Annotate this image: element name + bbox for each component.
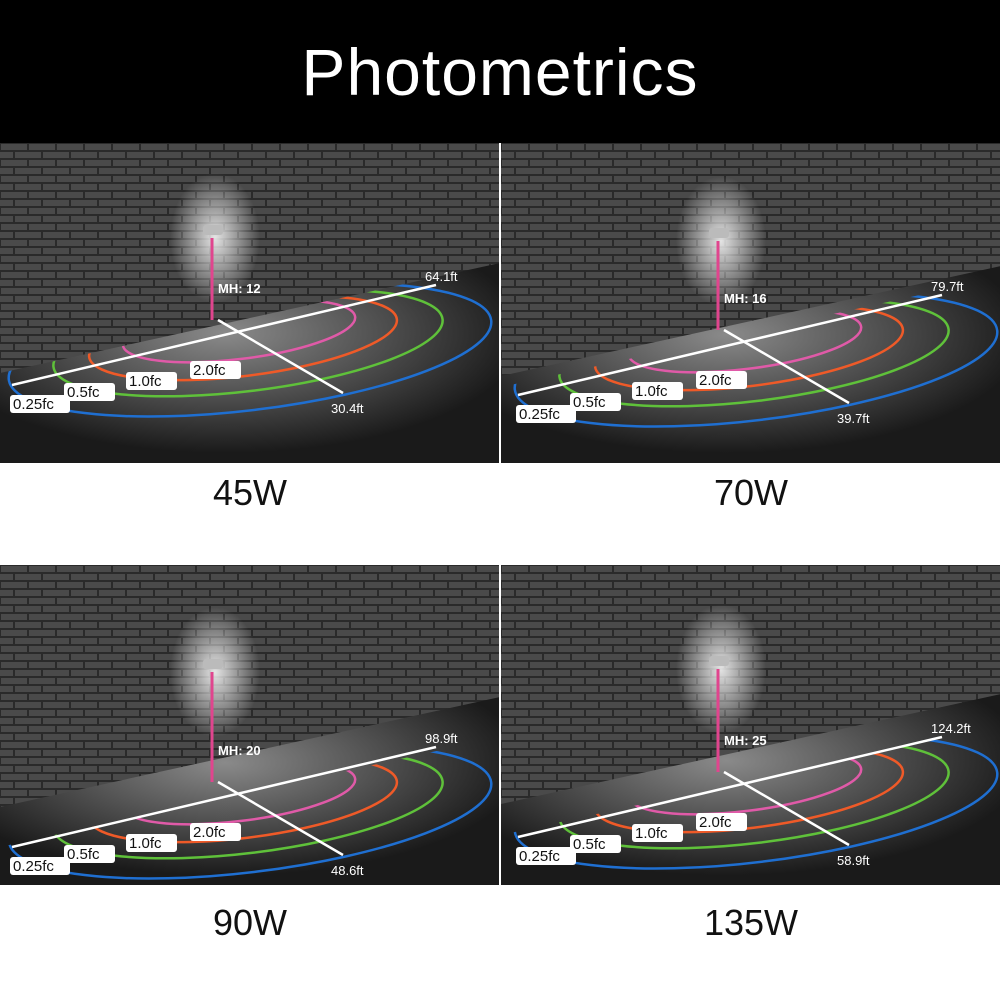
mounting-height-label: MH: 20	[218, 743, 261, 758]
contour-label: 0.5fc	[67, 384, 100, 401]
contour-label: 2.0fc	[193, 824, 226, 841]
width-arrow	[217, 780, 344, 857]
contour-label-box	[190, 361, 241, 379]
mounting-height-label: MH: 16	[724, 291, 767, 306]
contour-label-box	[696, 371, 747, 389]
contour-label: 1.0fc	[129, 835, 162, 852]
wattage-label: 45W	[212, 472, 288, 513]
length-label: 64.1ft	[425, 269, 458, 284]
mounting-height-label: MH: 12	[218, 281, 261, 296]
contour-label-box	[190, 823, 241, 841]
contour-label-box	[64, 845, 115, 863]
photometric-panel-135w: MH: 25 124.2ft 58.9ft 0.25fc 0.5fc 1.0fc 2.0fc	[501, 565, 1000, 885]
header-banner: Photometrics	[0, 0, 1000, 143]
length-arrow	[517, 735, 943, 839]
length-arrow	[11, 745, 437, 849]
light-glow	[170, 607, 260, 737]
contour-label-box	[632, 382, 683, 400]
contour-label: 2.0fc	[699, 372, 732, 389]
wattage-label: 90W	[212, 902, 288, 943]
photometric-panel-90w: MH: 20 98.9ft 48.6ft 0.25fc 0.5fc 1.0fc 2.0fc	[0, 565, 500, 885]
light-glow	[676, 176, 766, 306]
contour-label-box	[570, 393, 621, 411]
light-glow	[170, 173, 260, 303]
contour-label: 0.5fc	[573, 394, 606, 411]
wall-pack-fixture-icon	[203, 225, 223, 235]
floor	[501, 266, 1000, 463]
length-label: 124.2ft	[931, 721, 971, 736]
contour-label: 0.5fc	[573, 836, 606, 853]
wattage-label: 135W	[703, 902, 799, 943]
mounting-height-label: MH: 25	[724, 733, 767, 748]
contour-label: 0.5fc	[67, 846, 100, 863]
contour-label: 0.25fc	[519, 406, 560, 423]
panel-divider	[499, 565, 501, 887]
width-arrow	[217, 318, 344, 395]
light-glow	[676, 604, 766, 734]
photometric-panel-70w: MH: 16 79.7ft 39.7ft 0.25fc 0.5fc 1.0fc 2.0fc	[501, 143, 1000, 463]
width-arrow	[723, 328, 850, 405]
panel-divider	[499, 143, 501, 463]
contour-label-box	[696, 813, 747, 831]
width-label: 48.6ft	[331, 863, 364, 878]
page-title: Photometrics	[301, 34, 699, 109]
contour-label: 0.25fc	[519, 848, 560, 865]
contour-label: 1.0fc	[129, 373, 162, 390]
contour-label: 0.25fc	[13, 858, 54, 875]
floor	[501, 694, 1000, 885]
contour-label-box	[516, 847, 576, 865]
photometric-panel-45w: MH: 12 64.1ft 30.4ft 0.25fc 0.5fc 1.0fc 2.0fc	[0, 143, 500, 463]
contour-label-box	[126, 372, 177, 390]
length-arrow	[517, 293, 943, 397]
contour-label-box	[632, 824, 683, 842]
contour-label: 2.0fc	[193, 362, 226, 379]
length-arrow	[11, 283, 437, 387]
contour-label-box	[570, 835, 621, 853]
contour-label-box	[10, 857, 70, 875]
width-label: 39.7ft	[837, 411, 870, 426]
floor	[0, 263, 500, 463]
wattage-label: 70W	[713, 472, 789, 513]
wall-pack-fixture-icon	[709, 228, 729, 238]
contour-label: 1.0fc	[635, 825, 668, 842]
contour-label-box	[10, 395, 70, 413]
length-label: 98.9ft	[425, 731, 458, 746]
contour-label-box	[64, 383, 115, 401]
width-label: 58.9ft	[837, 853, 870, 868]
width-label: 30.4ft	[331, 401, 364, 416]
contour-label: 1.0fc	[635, 383, 668, 400]
contour-label-box	[126, 834, 177, 852]
contour-label: 0.25fc	[13, 396, 54, 413]
wall-pack-fixture-icon	[709, 656, 729, 666]
contour-label-box	[516, 405, 576, 423]
length-label: 79.7ft	[931, 279, 964, 294]
width-arrow	[723, 770, 850, 847]
contour-label: 2.0fc	[699, 814, 732, 831]
wall-pack-fixture-icon	[203, 659, 223, 669]
